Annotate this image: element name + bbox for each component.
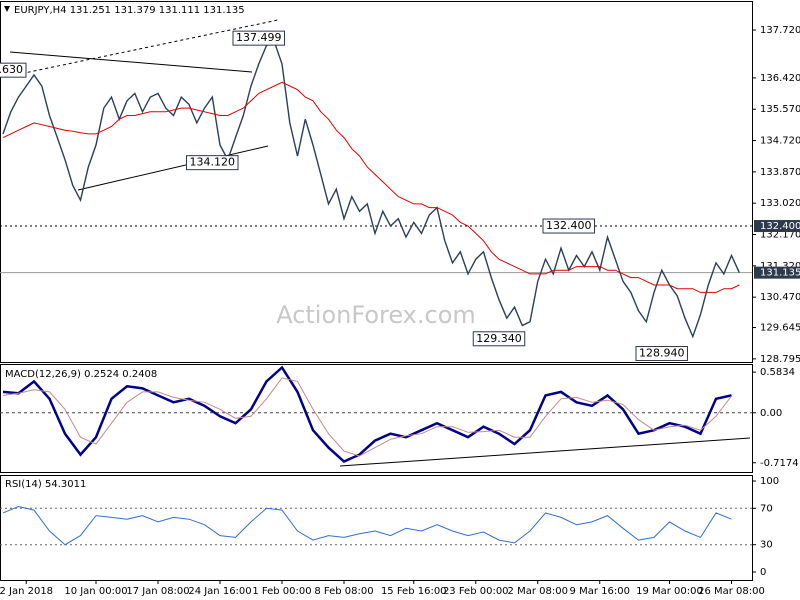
rsi-pane [0, 475, 753, 581]
y-tick-label: 0 [760, 567, 766, 578]
y-tick-label: 133.020 [760, 198, 800, 209]
y-tick-label: 130.470 [760, 292, 800, 303]
dropdown-icon [4, 6, 10, 12]
price-label-box [754, 266, 800, 279]
annotation-label: 137.499 [236, 31, 282, 44]
y-tick-label: 135.570 [760, 104, 800, 115]
series-line [2, 40, 740, 339]
x-tick-label: 8 Feb 08:00 [314, 586, 373, 597]
annotation-label: 134.120 [190, 156, 236, 169]
annotation-label: 129.340 [476, 332, 522, 345]
price-pane [0, 1, 753, 363]
y-tick-label: 30 [760, 540, 773, 551]
annotation-box [472, 331, 526, 347]
series-line [2, 505, 732, 546]
annotation-box [0, 62, 27, 78]
annotation-box [635, 346, 688, 362]
annotation-label: .630 [0, 63, 23, 76]
y-tick-label: 137.720 [760, 25, 800, 36]
plot-layer: 137.720 136.420 135.570 134.720 133.870 133.0… [0, 25, 800, 597]
macd-pane [0, 364, 753, 473]
y-tick-label: 0.5834 [760, 367, 795, 378]
x-tick-label: 2 Jan 2018 [0, 586, 53, 597]
x-tick-label: 23 Feb 00:00 [443, 586, 509, 597]
y-tick-label: 132.170 [760, 230, 800, 241]
macd-title: MACD(12,26,9) 0.2524 0.2408 [5, 369, 157, 380]
trend-line [77, 145, 269, 191]
y-tick-label: 131.320 [760, 261, 800, 272]
x-tick-label: 19 Mar 00:00 [636, 586, 703, 597]
y-tick-label: 128.795 [760, 354, 800, 365]
price-label: 131.135 [760, 268, 800, 279]
annotation-label: 132.400 [546, 219, 592, 232]
y-tick-label: 100 [760, 476, 779, 487]
x-tick-label: 24 Jan 16:00 [188, 586, 251, 597]
y-tick-label: -0.7174 [760, 458, 799, 469]
annotation-box [542, 218, 595, 234]
annotation-label: 128.940 [639, 347, 685, 360]
x-tick-label: 15 Feb 16:00 [381, 586, 447, 597]
series-line [2, 365, 732, 463]
x-tick-label: 9 Mar 16:00 [570, 586, 630, 597]
y-tick-label: 133.870 [760, 167, 800, 178]
chart-title: EURJPY,H4 131.251 131.379 131.111 131.13… [14, 5, 245, 16]
x-tick-label: 2 Mar 08:00 [508, 586, 568, 597]
series-line [2, 81, 740, 293]
annotation-box [232, 30, 285, 46]
series-line [2, 377, 732, 457]
price-label: 132.400 [760, 221, 800, 232]
x-tick-label: 10 Jan 00:00 [64, 586, 127, 597]
trend-line [339, 437, 751, 467]
watermark: ActionForex.com [276, 301, 476, 329]
trend-line [9, 51, 253, 73]
y-tick-label: 70 [760, 503, 773, 514]
x-tick-label: 17 Jan 08:00 [126, 586, 189, 597]
trend-line [9, 19, 279, 77]
y-tick-label: 0.00 [760, 408, 782, 419]
price-label-box [754, 220, 800, 233]
y-tick-label: 129.645 [760, 323, 800, 334]
x-tick-label: 26 Mar 08:00 [698, 586, 765, 597]
rsi-title: RSI(14) 54.3011 [5, 479, 86, 490]
annotation-box [186, 155, 239, 171]
x-tick-label: 1 Feb 00:00 [252, 586, 311, 597]
y-tick-label: 134.720 [760, 136, 800, 147]
y-tick-label: 136.420 [760, 73, 800, 84]
